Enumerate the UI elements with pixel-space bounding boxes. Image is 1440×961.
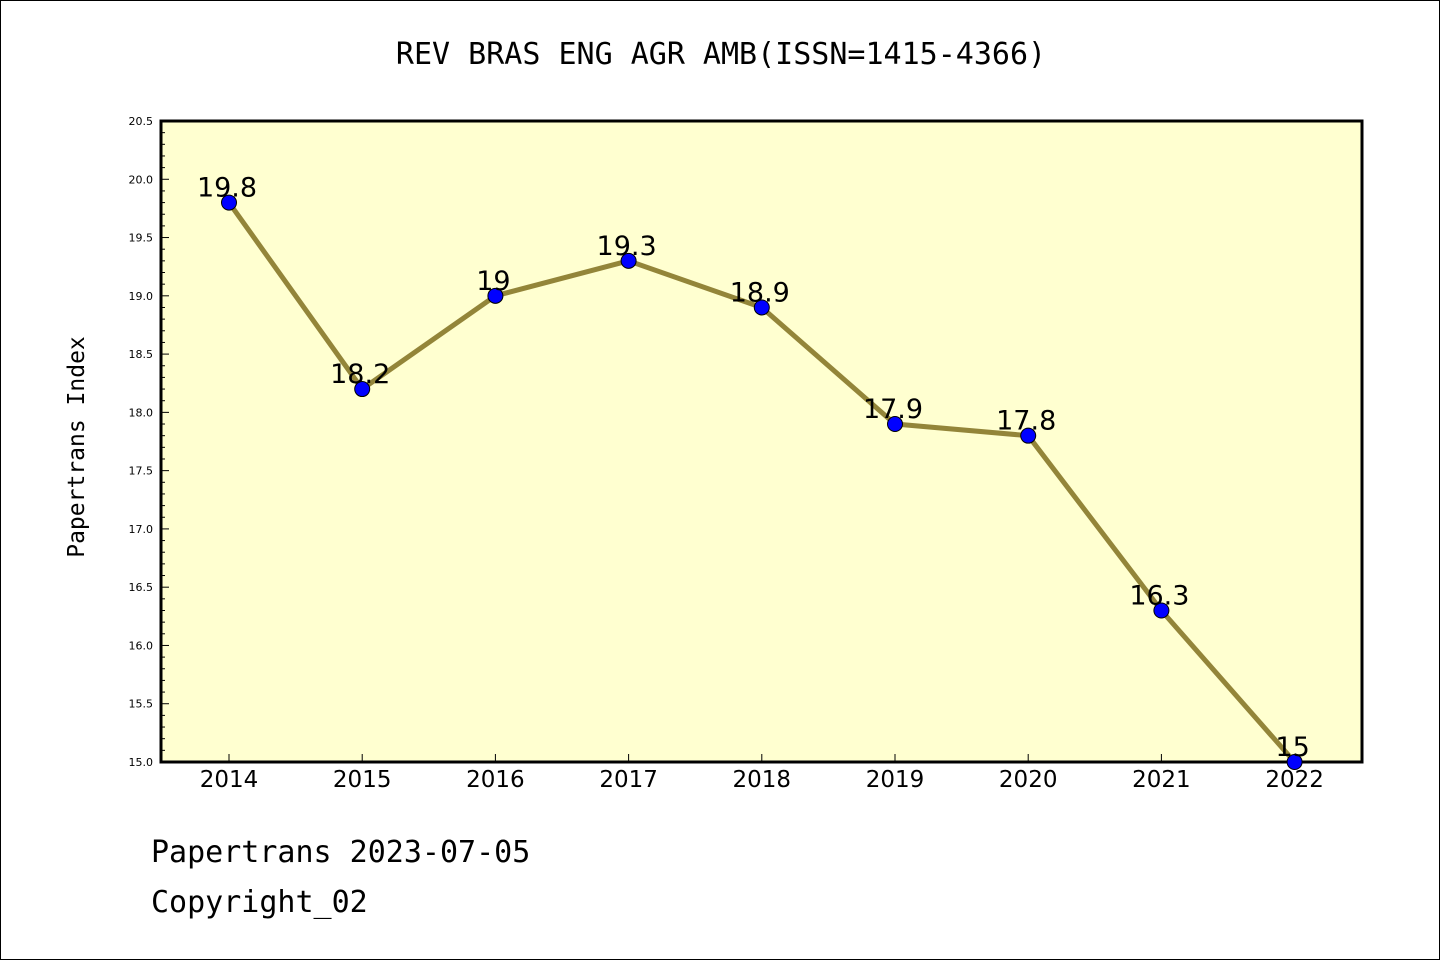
x-tick-label: 2015 xyxy=(333,767,392,793)
data-point xyxy=(221,194,237,211)
plot-area xyxy=(159,119,1364,764)
data-point xyxy=(1153,602,1170,619)
y-axis-ticks: 15.0 15.5 16.0 16.5 17.0 17.5 18.0 18.5 19.0 19.5… xyxy=(129,115,169,769)
data-point xyxy=(620,252,637,269)
x-tick-label: 2017 xyxy=(599,767,658,793)
data-point xyxy=(753,299,770,316)
y-tick-label: 19.5 xyxy=(129,232,154,245)
x-tick-label: 2021 xyxy=(1132,767,1191,793)
chart-title: REV BRAS ENG AGR AMB(ISSN=1415-4366) xyxy=(395,37,1047,72)
data-label: 17.8 xyxy=(996,406,1056,437)
data-point xyxy=(1286,754,1303,770)
y-tick-label: 18.0 xyxy=(129,406,154,419)
data-label: 16.3 xyxy=(1129,580,1189,611)
y-tick-label: 20.0 xyxy=(129,173,154,186)
y-tick-label: 15.0 xyxy=(129,756,154,769)
data-label: 17.9 xyxy=(863,394,923,425)
y-tick-label: 17.0 xyxy=(129,523,154,536)
data-label-layer: 19.8 18.2 19 19.3 18.9 17.9 17.8 16.3 15 xyxy=(197,173,1310,763)
y-tick-label: 20.5 xyxy=(129,115,154,128)
y-tick-label: 17.5 xyxy=(129,465,154,478)
y-tick-label: 19.0 xyxy=(129,290,154,303)
data-label: 18.2 xyxy=(330,359,390,390)
data-label: 18.9 xyxy=(730,277,790,308)
x-tick-label: 2016 xyxy=(466,767,525,793)
y-tick-label: 18.5 xyxy=(129,348,154,361)
data-label: 19.3 xyxy=(597,231,657,262)
x-tick-label: 2018 xyxy=(733,767,792,793)
x-tick-label: 2020 xyxy=(999,767,1058,793)
footer-copyright: Copyright_02 xyxy=(151,885,368,920)
x-tick-label: 2022 xyxy=(1265,767,1324,793)
x-tick-label: 2014 xyxy=(200,767,259,793)
y-tick-label: 15.5 xyxy=(129,698,154,711)
data-point xyxy=(354,381,371,398)
data-label: 15 xyxy=(1275,732,1309,763)
x-axis-ticks: 2014 2015 2016 2017 2018 2019 2020 2021 2022 xyxy=(200,754,1324,793)
x-tick-label: 2019 xyxy=(866,767,925,793)
data-label: 19 xyxy=(476,266,510,297)
y-tick-label: 16.5 xyxy=(129,581,154,594)
y-tick-label: 16.0 xyxy=(129,639,154,652)
data-label: 19.8 xyxy=(197,173,257,204)
footer-date: Papertrans 2023-07-05 xyxy=(151,835,531,870)
series-layer xyxy=(221,194,1303,770)
data-point xyxy=(887,416,903,433)
data-point xyxy=(487,287,504,304)
data-point xyxy=(1020,427,1037,444)
